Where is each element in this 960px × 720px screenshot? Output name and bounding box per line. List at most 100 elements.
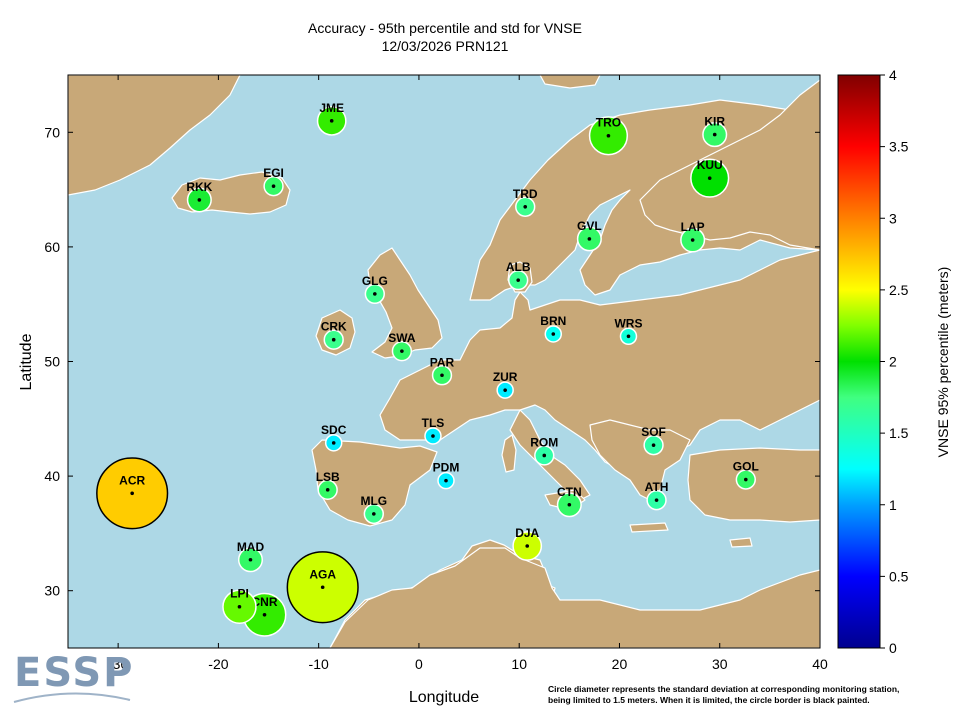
station-label: SDC — [321, 423, 347, 437]
station-label: GOL — [733, 460, 759, 474]
station-dot — [707, 176, 712, 180]
y-axis-label: Latitude — [18, 333, 35, 390]
colorbar-tick-label: 3 — [889, 210, 897, 226]
station-label: TRD — [513, 187, 538, 201]
land-finland-russia — [639, 79, 820, 251]
station-label: PDM — [433, 461, 460, 475]
station-dot — [516, 278, 520, 282]
station-dot — [237, 604, 242, 609]
station-label: EGI — [263, 166, 284, 180]
station-label: WRS — [614, 316, 642, 330]
land-svalbard — [539, 75, 601, 89]
station-mlg: MLG — [360, 494, 387, 525]
station-rom: ROM — [530, 435, 558, 466]
station-glg: GLG — [362, 274, 388, 305]
station-dot — [271, 184, 276, 188]
station-label: SWA — [388, 331, 416, 345]
station-egi: EGI — [263, 166, 284, 197]
colorbar-tick-label: 2 — [889, 354, 897, 370]
station-sdc: SDC — [321, 423, 347, 452]
land-cyprus — [729, 537, 753, 548]
station-dot — [712, 132, 717, 137]
station-kir: KIR — [702, 115, 728, 148]
station-label: GLG — [362, 274, 388, 288]
station-label: GVL — [577, 219, 602, 233]
essp-logo: ESSP — [14, 650, 135, 696]
station-trd: TRD — [513, 187, 538, 217]
station-label: SOF — [641, 425, 666, 439]
station-dot — [626, 334, 631, 339]
station-zur: ZUR — [493, 370, 518, 399]
station-jme: JME — [316, 101, 347, 136]
colorbar-tick-label: 2.5 — [889, 282, 909, 298]
station-dot — [248, 557, 253, 562]
colorbar-tick-label: 1.5 — [889, 425, 909, 441]
land-iberia — [311, 439, 438, 527]
station-label: TLS — [422, 416, 445, 430]
land-balkans — [589, 419, 691, 501]
station-dot — [431, 434, 435, 438]
station-swa: SWA — [388, 331, 416, 362]
land-masses — [68, 75, 820, 648]
station-dot — [331, 441, 336, 445]
station-label: KIR — [704, 115, 725, 129]
station-dot — [373, 292, 377, 296]
colorbar: 0 0.5 1 1.5 2 2.5 3 3.5 4 VNSE 95% percentile (m… — [837, 67, 951, 656]
axes: -30 -20 -10 0 10 20 30 40 30 40 50 60 70 — [44, 75, 828, 672]
station-label: TRO — [596, 116, 621, 130]
station-dot — [331, 337, 336, 342]
station-dot — [372, 512, 376, 516]
chart-title: Accuracy - 95th percentile and std for V… — [308, 20, 582, 36]
station-dot — [542, 453, 547, 458]
station-sof: SOF — [641, 425, 666, 456]
station-label: KUU — [697, 158, 723, 172]
station-label: CNR — [252, 595, 278, 609]
station-acr: ACR — [96, 457, 169, 530]
station-label: CRK — [321, 320, 347, 334]
station-label: LAP — [681, 220, 705, 234]
station-label: CTN — [557, 485, 582, 499]
station-markers: ACR AGA CNR TRO KUU LPI JME DJA KIR RKK GVL LAP CTN M… — [96, 101, 759, 637]
x-tick-label: 10 — [511, 656, 527, 672]
station-dot — [262, 612, 267, 617]
station-ctn: CTN — [556, 485, 582, 518]
station-lsb: LSB — [316, 470, 340, 501]
station-dot — [525, 544, 530, 548]
station-dot — [744, 477, 748, 482]
land-corsica-sardinia — [501, 434, 517, 473]
x-tick-label: 20 — [612, 656, 628, 672]
station-alb: ALB — [506, 260, 531, 291]
station-pdm: PDM — [433, 461, 460, 490]
station-dot — [320, 585, 325, 590]
station-label: ROM — [530, 435, 558, 449]
station-label: ALB — [506, 260, 531, 274]
x-tick-label: -20 — [208, 656, 228, 672]
x-tick-label: 30 — [712, 656, 728, 672]
station-dot — [503, 388, 507, 392]
station-label: LSB — [316, 470, 340, 484]
colorbar-tick-label: 0 — [889, 640, 897, 656]
station-label: AGA — [309, 567, 336, 581]
station-wrs: WRS — [614, 316, 642, 346]
station-label: LPI — [230, 587, 249, 601]
station-dot — [400, 349, 404, 353]
station-dot — [651, 443, 656, 447]
station-dot — [444, 478, 448, 483]
station-dot — [325, 488, 330, 492]
station-crk: CRK — [321, 320, 347, 350]
colorbar-tick-label: 1 — [889, 497, 897, 513]
y-tick-label: 40 — [44, 468, 60, 484]
station-label: MAD — [237, 540, 265, 554]
station-dot — [587, 237, 592, 241]
footnote-line-1: Circle diameter represents the standard … — [548, 684, 900, 694]
station-aga: AGA — [286, 551, 359, 624]
y-tick-label: 60 — [44, 239, 60, 255]
station-dot — [523, 204, 528, 209]
station-gol: GOL — [733, 460, 759, 490]
station-dot — [654, 498, 659, 502]
footnote-line-2: being limited to 1.5 meters. When it is … — [548, 695, 870, 705]
x-tick-label: 0 — [415, 656, 423, 672]
land-france-central — [379, 249, 820, 471]
station-lap: LAP — [680, 220, 706, 253]
